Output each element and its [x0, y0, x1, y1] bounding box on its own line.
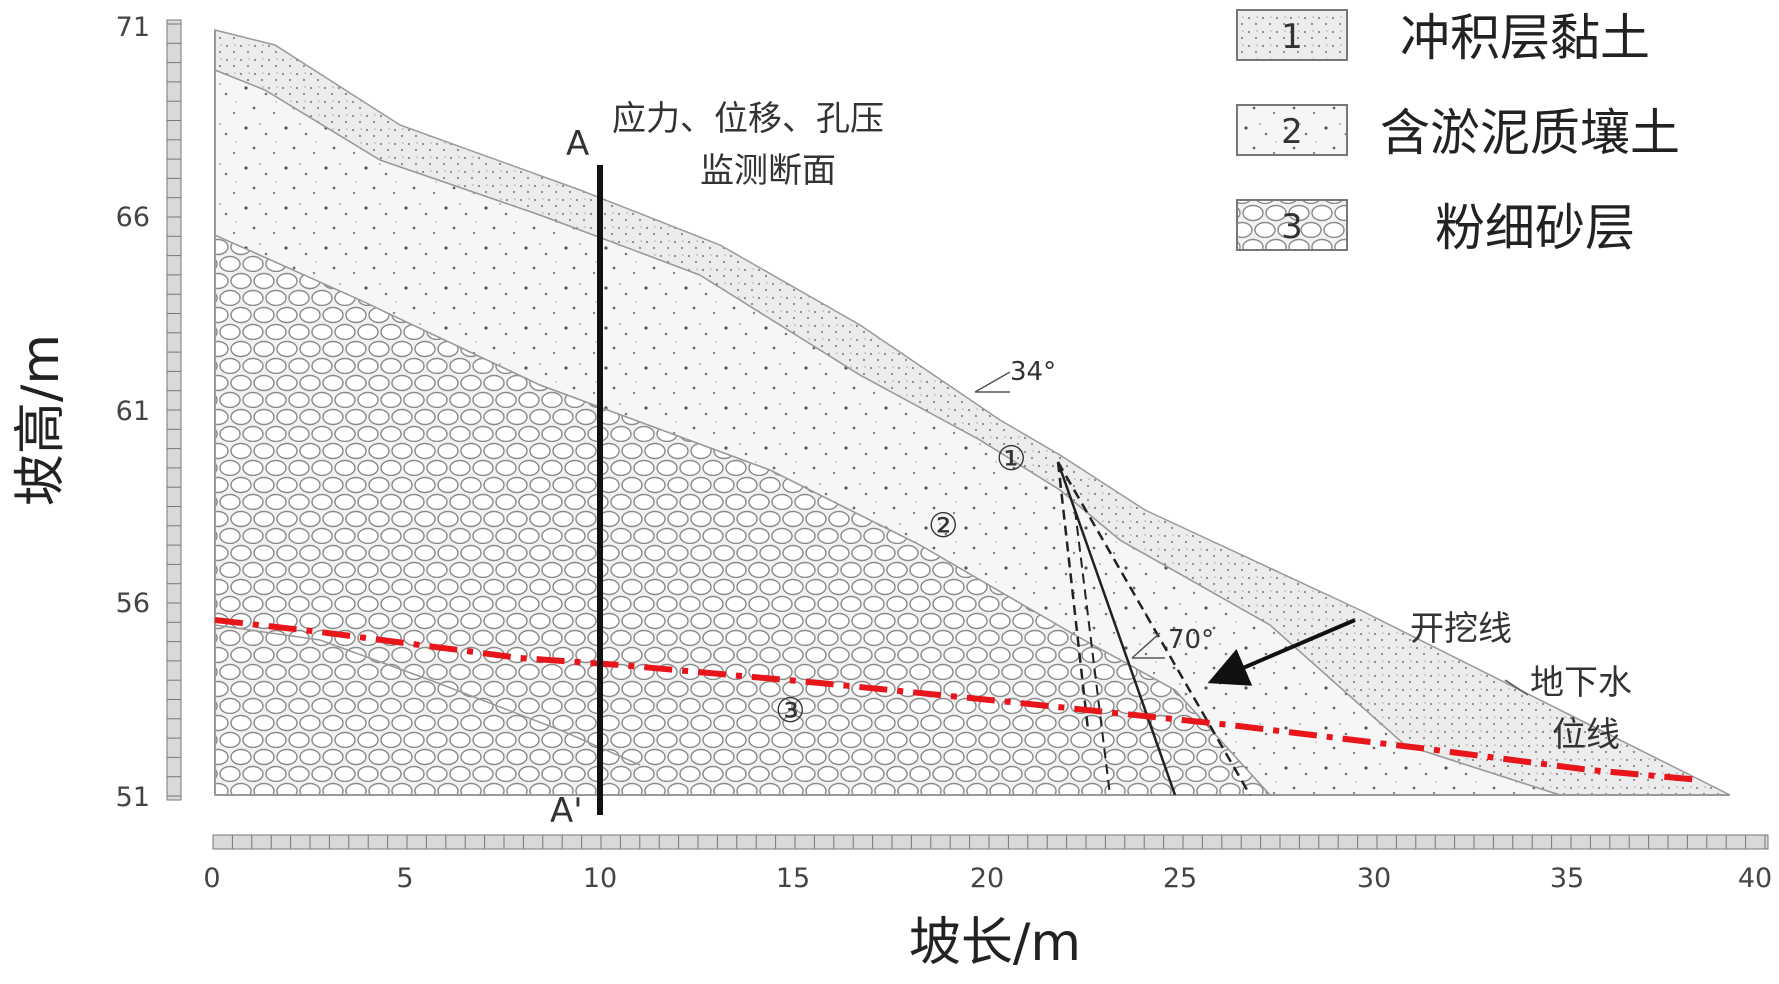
svg-text:70°: 70° [1168, 625, 1214, 655]
svg-text:含淤泥质壤土: 含淤泥质壤土 [1380, 104, 1680, 162]
y-tick-51: 51 [116, 782, 150, 813]
x-tick-30: 30 [1357, 863, 1391, 894]
legend: 1 冲积层黏土 2 含淤泥质壤土 3 粉细砂层 [1236, 9, 1680, 257]
layer-1-mark: ① [996, 439, 1026, 479]
layer-3-mark: ③ [775, 691, 805, 731]
section-title-line2: 监测断面 [700, 151, 836, 191]
x-tick-0: 0 [203, 863, 220, 894]
x-tick-25: 25 [1163, 863, 1197, 894]
groundwater-label-line1: 地下水 [1530, 663, 1632, 703]
y-axis-title: 坡高/m [11, 334, 71, 506]
x-tick-5: 5 [396, 863, 413, 894]
soil-layers [214, 29, 1731, 796]
layer-2-mark: ② [928, 506, 958, 546]
x-tick-15: 15 [776, 863, 810, 894]
x-tick-20: 20 [970, 863, 1004, 894]
y-axis [166, 19, 182, 801]
groundwater-line [214, 617, 1701, 783]
legend-item-1: 1 冲积层黏土 [1236, 9, 1650, 67]
svg-text:34°: 34° [1010, 357, 1056, 387]
x-tick-10: 10 [583, 863, 617, 894]
legend-item-3: 3 粉细砂层 [1236, 199, 1635, 257]
legend-item-2: 2 含淤泥质壤土 [1236, 104, 1680, 162]
x-axis-title: 坡长/m [909, 913, 1081, 973]
svg-text:粉细砂层: 粉细砂层 [1435, 199, 1635, 257]
excavation-lines [1056, 461, 1252, 796]
layer-1-clay [214, 29, 1731, 796]
y-tick-61: 61 [116, 396, 150, 427]
svg-text:2: 2 [1281, 112, 1303, 152]
y-tick-71: 71 [116, 12, 150, 43]
x-tick-35: 35 [1550, 863, 1584, 894]
y-tick-66: 66 [116, 202, 150, 233]
section-label-top: A [566, 124, 589, 164]
y-tick-56: 56 [116, 588, 150, 619]
angle-70-marker: 70° [1131, 625, 1214, 659]
excavation-arrow [1207, 618, 1356, 686]
angle-34-marker: 34° [974, 357, 1056, 393]
section-title-line1: 应力、位移、孔压 [612, 99, 884, 139]
groundwater-label-line2: 位线 [1552, 715, 1620, 755]
section-label-bottom: A' [550, 791, 583, 831]
excavation-label: 开挖线 [1410, 609, 1512, 649]
svg-text:1: 1 [1281, 17, 1303, 57]
svg-text:冲积层黏土: 冲积层黏土 [1400, 9, 1650, 67]
x-tick-40: 40 [1738, 863, 1772, 894]
groundwater-pointer [1504, 679, 1529, 696]
x-axis [212, 834, 1769, 850]
svg-text:3: 3 [1281, 207, 1303, 247]
